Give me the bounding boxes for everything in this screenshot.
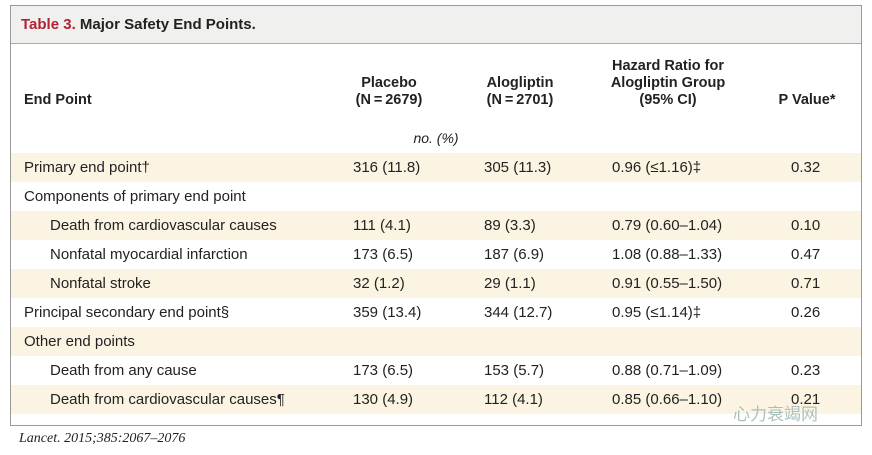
cell: 0.47 [791, 246, 821, 263]
cell: 0.10 [791, 217, 821, 234]
table-row: Death from cardiovascular causes 111 (4.1… [11, 211, 861, 240]
cell: 112 (4.1) [484, 391, 543, 408]
row-label: Other end points [24, 333, 135, 350]
row-label: Nonfatal stroke [50, 275, 151, 292]
header-line: End Point [24, 92, 92, 108]
header-line: (N = 2701) [486, 92, 554, 108]
header: Hazard Ratio for Alogliptin Group (95% CI) [593, 58, 743, 109]
cell: 32 (1.2) [353, 275, 405, 292]
row-label: Death from cardiovascular causes [50, 217, 277, 234]
row-label: Death from any cause [50, 362, 197, 379]
header: Placebo (N = 2679) [339, 75, 439, 109]
cell: 187 (6.9) [484, 246, 545, 263]
table-row: Primary end point† 316 (11.8) 305 (11.3) 0.… [11, 153, 861, 182]
header-line: Hazard Ratio for [612, 58, 724, 74]
cell: 0.85 (0.66–1.10) [612, 391, 723, 408]
table-label: Table 3. [21, 16, 76, 33]
cell: 173 (6.5) [353, 362, 414, 379]
cell: 316 (11.8) [353, 159, 421, 176]
cell: 0.23 [791, 362, 821, 379]
cell: 89 (3.3) [484, 217, 536, 234]
cell: 0.88 (0.71–1.09) [612, 362, 723, 379]
cell: 0.26 [791, 304, 821, 321]
header-line: Placebo [361, 75, 417, 91]
header: Alogliptin (N = 2701) [470, 75, 570, 109]
table-title: Major Safety End Points. [79, 16, 256, 33]
table-row: Nonfatal myocardial infarction 173 (6.5) 1… [11, 240, 861, 269]
cell: 0.95 (≤1.14)‡ [612, 304, 702, 321]
table-row: Other end points [11, 327, 861, 356]
cell: 344 (12.7) [484, 304, 553, 321]
header: P Value* [757, 92, 857, 109]
watermark: 心力衰竭网 [733, 405, 818, 424]
title-bar: Table 3. Major Safety End Points. [11, 6, 861, 44]
cell: 29 (1.1) [484, 275, 536, 292]
cell: 0.96 (≤1.16)‡ [612, 159, 702, 176]
cell: 1.08 (0.88–1.33) [612, 246, 723, 263]
table-box: Table 3. Major Safety End Points. End Po… [10, 5, 862, 426]
cell: 359 (13.4) [353, 304, 422, 321]
table-row: Nonfatal stroke 32 (1.2) 29 (1.1) 0.91 (0.5… [11, 269, 861, 298]
row-label: Nonfatal myocardial infarction [50, 246, 248, 263]
header-line: P Value* [778, 92, 836, 108]
header: End Point [24, 92, 92, 109]
row-label: Principal secondary end point§ [24, 304, 230, 321]
cell: 130 (4.9) [353, 391, 414, 408]
table-row: Principal secondary end point§ 359 (13.4)… [11, 298, 861, 327]
cell: 0.32 [791, 159, 821, 176]
cell: 305 (11.3) [484, 159, 552, 176]
header-line: Alogliptin [486, 75, 554, 91]
cell: 0.21 [791, 391, 821, 408]
cell: 153 (5.7) [484, 362, 545, 379]
cell: 173 (6.5) [353, 246, 414, 263]
header-line: Alogliptin Group [610, 75, 726, 91]
cell: 0.71 [791, 275, 821, 292]
table-row: Components of primary end point [11, 182, 861, 211]
cell: 0.91 (0.55–1.50) [612, 275, 723, 292]
cell: 111 (4.1) [353, 217, 411, 234]
row-label: Components of primary end point [24, 188, 246, 205]
header-line: (N = 2679) [355, 92, 423, 108]
row-label: Primary end point† [24, 159, 150, 176]
table-row: Death from cardiovascular causes¶ 130 (4.… [11, 385, 861, 414]
row-label: Death from cardiovascular causes¶ [50, 391, 285, 408]
cell: 0.79 (0.60–1.04) [612, 217, 723, 234]
header-line: (95% CI) [639, 92, 697, 108]
citation: Lancet. 2015;385:2067–2076 [19, 431, 186, 446]
unit-label: no. (%) [413, 130, 459, 146]
table-row: Death from any cause 173 (6.5) 153 (5.7) 0.… [11, 356, 861, 385]
